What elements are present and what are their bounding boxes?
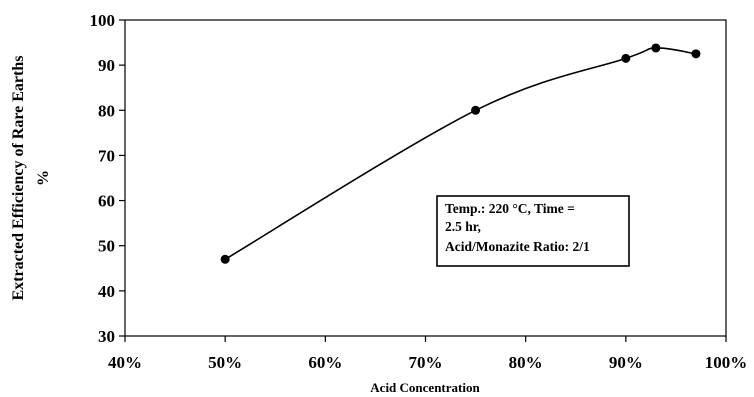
x-tick-label: 60% [308, 353, 342, 372]
y-axis-ticks: 30 40 50 60 70 80 90 100 [90, 11, 125, 346]
data-point [220, 254, 230, 264]
y-tick-label: 80 [98, 101, 115, 120]
y-tick-label: 90 [98, 56, 115, 75]
data-point [691, 49, 701, 59]
data-point [621, 53, 631, 63]
annotation-border [436, 195, 630, 267]
y-tick-label: 60 [98, 192, 115, 211]
y-tick-label: 30 [98, 327, 115, 346]
data-points [220, 43, 701, 264]
annotation-line-1: Temp.: 220 °C, Time = [445, 201, 575, 216]
x-tick-label: 70% [409, 353, 443, 372]
x-tick-label: 50% [208, 353, 242, 372]
plot-area [124, 19, 727, 337]
x-tick-label: 100% [705, 353, 748, 372]
annotation-box: Temp.: 220 °C, Time = 2.5 hr, Acid/Monaz… [436, 195, 630, 267]
data-point [651, 43, 661, 53]
y-tick-label: 100 [90, 11, 116, 30]
data-point [471, 105, 481, 115]
y-tick-label: 40 [98, 282, 115, 301]
y-tick-label: 50 [98, 237, 115, 256]
x-tick-label: 90% [609, 353, 643, 372]
x-tick-label: 80% [509, 353, 543, 372]
annotation-line-3: Acid/Monazite Ratio: 2/1 [445, 239, 590, 254]
x-axis-title: Acid Concentration [370, 380, 480, 395]
annotation-line-2: 2.5 hr, [445, 219, 481, 234]
y-axis-title: Extracted Efficiency of Rare Earths [10, 56, 27, 301]
x-tick-label: 40% [108, 353, 142, 372]
y-axis-unit: % [35, 170, 52, 186]
x-axis-ticks: 40% 50% 60% 70% 80% 90% 100% [108, 336, 747, 372]
y-tick-label: 70 [98, 146, 115, 165]
